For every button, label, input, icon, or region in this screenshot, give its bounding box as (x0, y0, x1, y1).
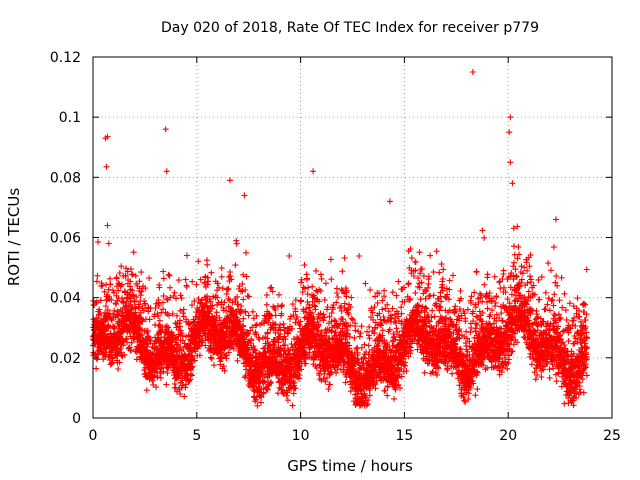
x-tick-label: 10 (292, 428, 310, 444)
x-axis-title: GPS time / hours (287, 457, 413, 475)
x-tick-label: 25 (603, 428, 621, 444)
y-tick-label: 0.12 (50, 50, 81, 66)
y-tick-label: 0.08 (50, 170, 81, 186)
x-tick-label: 5 (192, 428, 201, 444)
y-axis-title: ROTI / TECUs (5, 188, 23, 286)
x-tick-label: 15 (395, 428, 413, 444)
x-tick-label: 20 (499, 428, 517, 444)
y-tick-label: 0.06 (50, 231, 81, 247)
data-points (90, 69, 590, 409)
chart-title: Day 020 of 2018, Rate Of TEC Index for r… (161, 20, 539, 36)
x-tick-label: 0 (89, 428, 98, 444)
y-tick-label: 0.1 (59, 110, 81, 126)
axes: 0 5 10 15 20 25 0 0.02 0.04 0.06 0.08 0.1 0.12 (50, 50, 621, 444)
y-tick-label: 0 (72, 411, 81, 427)
y-tick-label: 0.04 (50, 291, 81, 307)
scatter-points (90, 69, 590, 409)
y-tick-label: 0.02 (50, 351, 81, 367)
